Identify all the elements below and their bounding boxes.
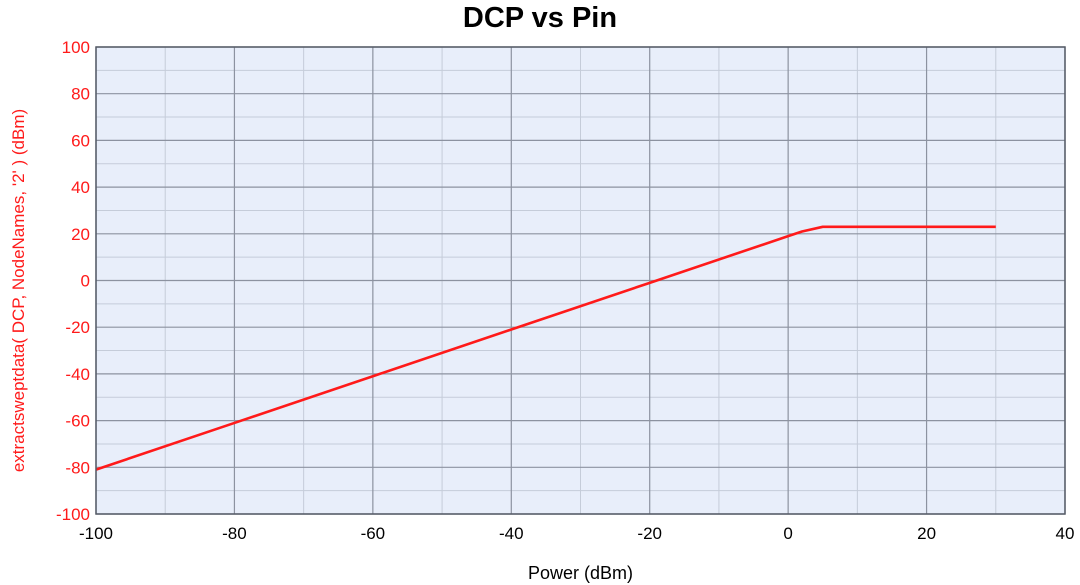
- y-tick-label: 60: [71, 131, 90, 150]
- x-tick-labels: -100 -80 -60 -40 -20 0 20 40: [79, 524, 1074, 543]
- y-tick-label: -40: [65, 365, 90, 384]
- y-tick-label: -60: [65, 412, 90, 431]
- x-tick-label: -100: [79, 524, 113, 543]
- y-tick-label: 0: [81, 272, 90, 291]
- y-tick-label: 40: [71, 178, 90, 197]
- y-axis-label: extractsweptdata( DCP, NodeNames, '2' ) …: [9, 109, 28, 472]
- chart-title: DCP vs Pin: [463, 2, 617, 34]
- y-tick-label: -100: [56, 505, 90, 524]
- y-tick-label: 80: [71, 85, 90, 104]
- x-tick-label: -80: [222, 524, 247, 543]
- x-axis-label: Power (dBm): [528, 563, 633, 583]
- series-line: [95, 225, 996, 471]
- y-tick-label: 20: [71, 225, 90, 244]
- x-tick-label: -60: [361, 524, 386, 543]
- series-layer: [95, 225, 996, 471]
- y-tick-label: -80: [65, 458, 90, 477]
- x-tick-label: 40: [1056, 524, 1075, 543]
- x-tick-label: 0: [783, 524, 792, 543]
- y-tick-label: -20: [65, 318, 90, 337]
- x-tick-label: -20: [637, 524, 662, 543]
- x-tick-label: -40: [499, 524, 524, 543]
- y-tick-label: 100: [62, 38, 90, 57]
- minor-gridlines: [96, 47, 1065, 514]
- x-tick-label: 20: [917, 524, 936, 543]
- y-tick-labels: 100 80 60 40 20 0 -20 -40 -60 -80 -100: [56, 38, 90, 524]
- plot-frame: [95, 46, 1066, 515]
